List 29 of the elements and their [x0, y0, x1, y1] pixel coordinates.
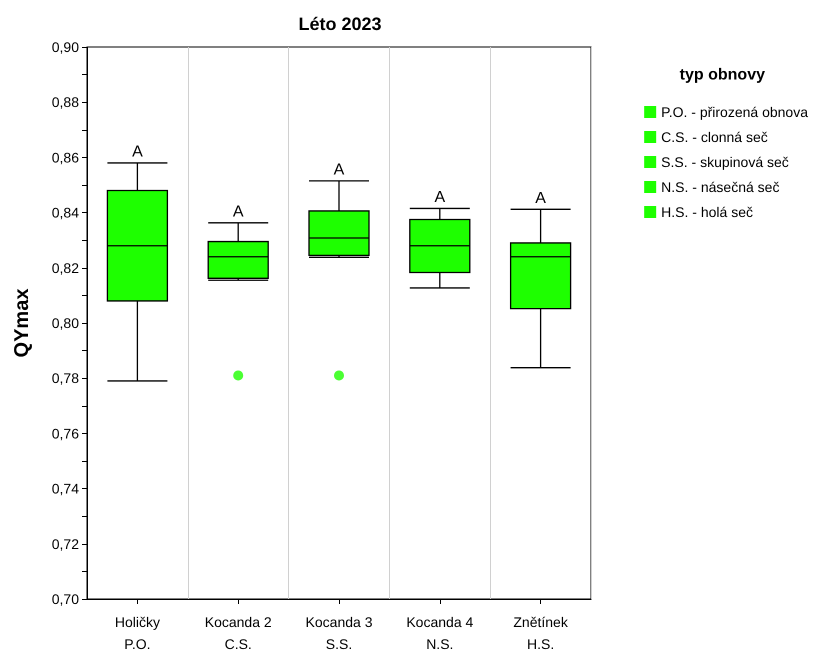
annotation: A — [132, 143, 144, 160]
legend-label: N.S. - násečná seč — [661, 179, 780, 195]
annotation: A — [434, 188, 446, 206]
y-tick-label: 0,70 — [52, 591, 80, 607]
y-tick-label: 0,86 — [52, 149, 80, 166]
y-tick-label: 0,80 — [52, 315, 80, 331]
y-tick-label: 0,72 — [52, 536, 80, 552]
legend-label: C.S. - clonná seč — [661, 129, 768, 145]
x-tick-label: Holičky P.O. — [114, 614, 160, 652]
annotation: A — [535, 190, 546, 207]
x-tick-label: Kocanda 3 S.S. — [306, 614, 373, 652]
chart-title: Léto 2023 — [298, 14, 382, 34]
y-tick-label: 0,76 — [52, 425, 80, 442]
legend-label: P.O. - přirozená obnova — [661, 104, 808, 120]
legend-title: typ obnovy — [680, 66, 766, 84]
y-tick-label: 0,78 — [52, 370, 80, 386]
y-tick-label: 0,84 — [52, 204, 80, 221]
annotation: A — [232, 203, 244, 220]
legend-label: S.S. - skupinová seč — [661, 154, 789, 170]
y-tick-label: 0,82 — [52, 260, 80, 276]
x-tick-label: Kocanda 4 N.S. — [406, 614, 474, 652]
y-tick-label: 0,74 — [52, 480, 80, 497]
x-tick-label: Znětínek H.S. — [513, 614, 569, 652]
x-tick-label: Kocanda 2 C.S. — [204, 614, 272, 652]
annotation: A — [334, 161, 345, 178]
y-tick-label: 0,90 — [52, 39, 80, 55]
y-tick-label: 0,88 — [52, 94, 80, 110]
legend-label: H.S. - holá seč — [661, 204, 753, 220]
y-axis-title: QYmax — [11, 288, 33, 358]
